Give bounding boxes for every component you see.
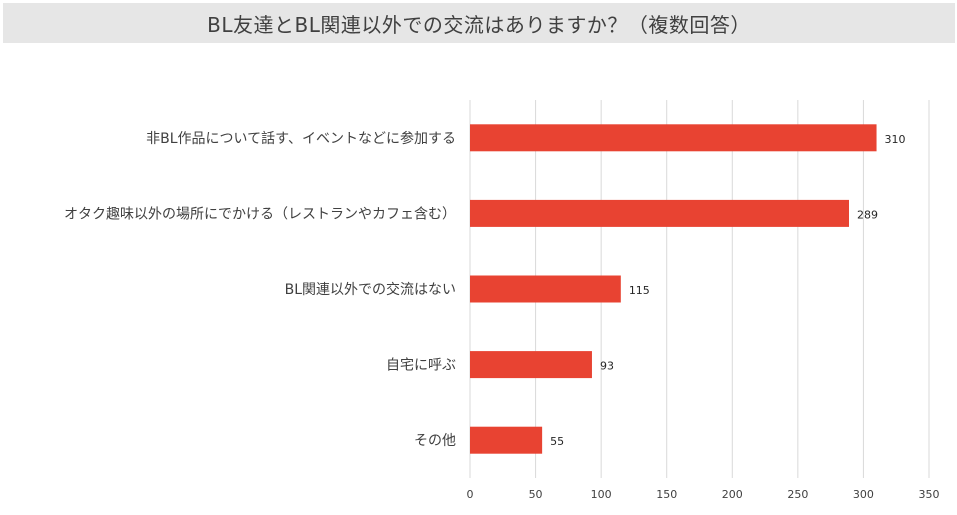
chart-title: BL友達とBL関連以外での交流はありますか？（複数回答） <box>207 12 751 37</box>
bar <box>470 275 621 303</box>
bar <box>470 426 543 454</box>
data-label: 310 <box>885 133 906 146</box>
x-tick-label: 200 <box>722 488 743 501</box>
category-label: 自宅に呼ぶ <box>386 358 456 374</box>
x-tick-label: 50 <box>529 488 543 501</box>
data-label: 289 <box>857 208 878 221</box>
bar <box>470 199 850 227</box>
x-tick-label: 150 <box>656 488 677 501</box>
x-tick-label: 0 <box>467 488 474 501</box>
category-label: オタク趣味以外の場所にでかける（レストランやカフェ含む） <box>64 206 456 222</box>
x-tick-label: 250 <box>787 488 808 501</box>
x-tick-label: 300 <box>853 488 874 501</box>
bar <box>470 351 592 379</box>
category-label: その他 <box>414 433 456 449</box>
chart-title-bar: BL友達とBL関連以外での交流はありますか？（複数回答） <box>3 3 955 43</box>
data-label: 115 <box>629 284 650 297</box>
x-tick-label: 100 <box>591 488 612 501</box>
data-label: 93 <box>600 360 614 373</box>
category-label: BL関連以外での交流はない <box>285 281 456 298</box>
data-label: 55 <box>550 435 564 448</box>
category-label: 非BL作品について話す、イベントなどに参加する <box>146 130 456 147</box>
bar <box>470 124 877 152</box>
x-tick-label: 350 <box>919 488 940 501</box>
